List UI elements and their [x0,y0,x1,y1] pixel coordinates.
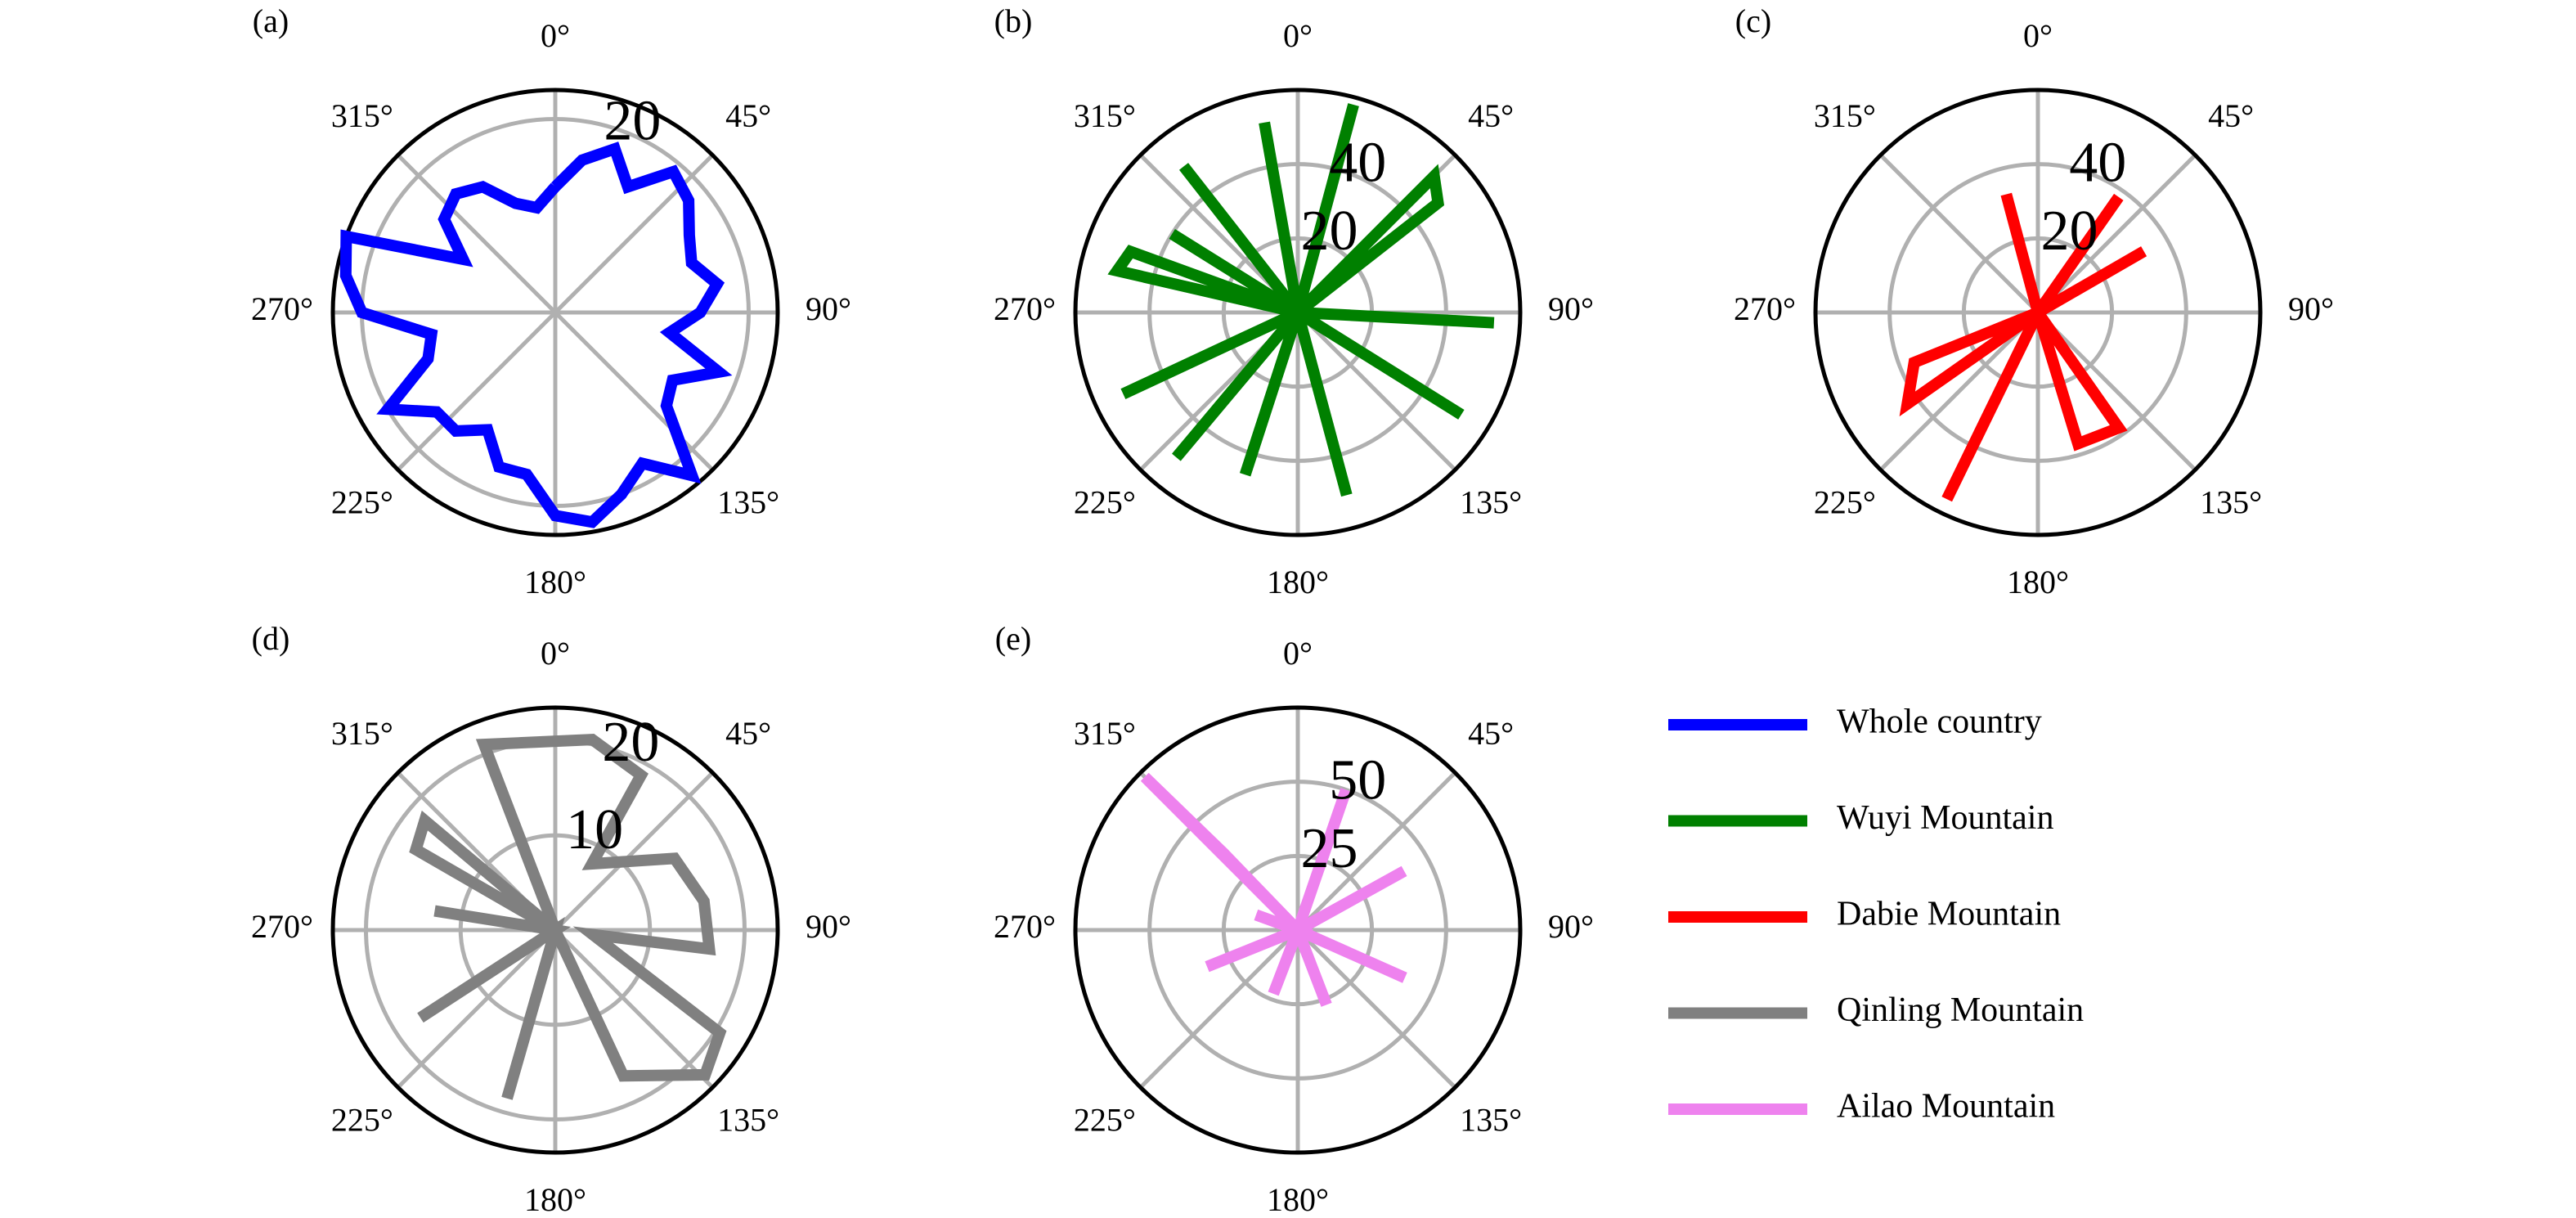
angle-tick-label: 135° [717,483,779,520]
angle-tick-label: 90° [1548,290,1594,327]
series-line [1899,192,2147,502]
radial-grid-ring [1221,853,1375,1007]
angle-tick-label: 225° [1074,1101,1136,1138]
outer-ring [1073,705,1523,1155]
angle-tick-label: 315° [1074,715,1136,752]
angle-tick-label: 45° [2208,97,2254,134]
angle-tick-label: 180° [1267,564,1329,600]
legend-label: Ailao Mountain [1837,1088,2055,1126]
angle-grid-line [396,311,557,472]
angle-tick-label: 225° [331,483,393,520]
radial-tick-label: 50 [1329,748,1386,811]
angle-grid-line [1296,311,1457,472]
angle-tick-label: 225° [1814,483,1876,520]
angle-tick-label: 180° [1267,1181,1329,1214]
angle-tick-label: 135° [1460,483,1522,520]
angle-tick-label: 0° [2023,17,2053,54]
angle-tick-label: 270° [251,908,313,945]
angle-tick-label: 135° [717,1101,779,1138]
angle-grid-line [554,153,715,314]
outer-ring [1073,88,1523,537]
radial-grid-ring [1887,162,2188,463]
angle-grid-line [554,928,715,1090]
angle-tick-label: 315° [1074,97,1136,134]
radial-tick-label: 20 [2041,200,2098,263]
panel-label: (d) [252,620,290,657]
series-line [1140,772,1407,1007]
radial-tick-label: 25 [1301,817,1358,880]
angle-grid-line [396,153,557,314]
angle-tick-label: 315° [1814,97,1876,134]
outer-ring [1813,88,2263,537]
angle-tick-label: 270° [251,290,313,327]
radial-tick-label: 10 [566,798,623,861]
angle-tick-label: 0° [1283,635,1313,672]
radial-grid-ring [458,833,653,1027]
angle-grid-line [1878,311,2040,472]
angle-grid-line [554,311,715,472]
angle-grid-line [1138,928,1299,1090]
angle-tick-label: 90° [2288,290,2334,327]
angle-tick-label: 180° [2007,564,2069,600]
angle-tick-label: 135° [2200,483,2262,520]
angle-tick-label: 180° [524,564,586,600]
series-line [409,733,727,1100]
angle-tick-label: 270° [994,290,1056,327]
angle-tick-label: 45° [1468,97,1514,134]
panel-label: (a) [253,2,289,39]
angle-grid-line [2036,153,2197,314]
angle-tick-label: 90° [806,908,851,945]
panel-label: (e) [995,620,1031,657]
radial-tick-label: 20 [602,711,659,774]
angle-tick-label: 45° [725,715,771,752]
angle-tick-label: 0° [541,635,570,672]
angle-grid-line [396,928,557,1090]
angle-tick-label: 225° [331,1101,393,1138]
series-line [339,142,733,528]
legend-label: Whole country [1837,703,2042,741]
legend-label: Qinling Mountain [1837,991,2084,1029]
angle-tick-label: 270° [994,908,1056,945]
radial-tick-label: 20 [1301,200,1358,263]
angle-grid-line [554,771,715,932]
angle-grid-line [1878,153,2040,314]
angle-grid-line [1296,928,1457,1090]
outer-ring [330,88,780,537]
angle-tick-label: 45° [725,97,771,134]
angle-tick-label: 270° [1734,290,1796,327]
angle-tick-label: 45° [1468,715,1514,752]
radial-grid-ring [1147,162,1448,463]
angle-tick-label: 0° [541,17,570,54]
outer-ring [330,705,780,1155]
legend-label: Wuyi Mountain [1837,799,2053,837]
series-line [1107,103,1495,497]
radial-tick-label: 40 [1329,131,1386,194]
angle-tick-label: 0° [1283,17,1313,54]
angle-tick-label: 315° [331,97,393,134]
radial-grid-ring [1147,780,1448,1081]
legend-label: Dabie Mountain [1837,896,2061,933]
angle-tick-label: 90° [1548,908,1594,945]
radial-tick-label: 20 [604,89,661,152]
angle-tick-label: 180° [524,1181,586,1214]
angle-grid-line [2036,311,2197,472]
angle-tick-label: 315° [331,715,393,752]
angle-tick-label: 90° [806,290,851,327]
panel-label: (c) [1735,2,1771,39]
angle-grid-line [1296,771,1457,932]
angle-tick-label: 225° [1074,483,1136,520]
angle-tick-label: 135° [1460,1101,1522,1138]
radial-grid-ring [1961,236,2115,389]
radial-tick-label: 40 [2069,131,2126,194]
panel-label: (b) [994,2,1033,39]
